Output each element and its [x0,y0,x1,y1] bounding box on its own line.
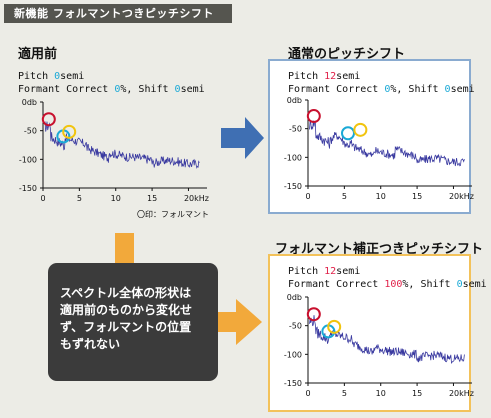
params-before: Pitch 0semi Formant Correct 0%, Shift 0se… [18,70,205,96]
y-tick-label: 0db [22,98,37,107]
y-tick-label: -150 [19,184,37,193]
param-text: Formant Correct [288,279,385,290]
formant-marker-red [306,307,321,322]
x-tick-label: 10 [376,192,386,201]
param-text: Formant Correct [18,84,115,95]
param-text: %, Shift [390,84,445,95]
x-tick-label: 0 [40,194,45,203]
param-text: %, Shift [402,279,457,290]
formant-marker-note: 〇印：フォルマント [137,210,209,219]
param-line: Pitch 0semi [18,70,205,83]
formant-marker-yellow [62,124,77,139]
y-tick-label: 0db [287,96,302,105]
x-tick-label: 10 [111,194,121,203]
panel-title-normal-shift: 通常のピッチシフト [288,47,406,62]
param-value: 0 [384,84,391,95]
formant-marker-red [41,112,56,127]
x-tick-label: 0 [305,389,310,398]
panel-formant-shift: Pitch 12semi Formant Correct 100%, Shift … [268,254,487,412]
y-tick-label: -100 [19,155,37,164]
param-value: 0 [54,71,61,82]
param-value: 100 [384,279,403,290]
y-tick-label: -50 [24,127,37,136]
y-tick-label: -50 [289,322,302,331]
param-line: Formant Correct 0%, Shift 0semi [18,83,205,96]
param-text: semi [180,84,205,95]
spectrum-line [44,121,200,169]
param-value: 0 [456,279,463,290]
panel-title-formant-shift: フォルマント補正つきピッチシフト [275,242,484,257]
feature-title-tag: 新機能 フォルマントつきピッチシフト [4,4,232,23]
y-tick-label: -50 [289,125,302,134]
x-tick-label: 5 [342,192,347,201]
param-line: Formant Correct 100%, Shift 0semi [288,278,487,291]
param-value: 0 [174,84,181,95]
param-value: 0 [114,84,121,95]
param-line: Pitch 12semi [288,265,487,278]
x-tick-label: 0 [305,192,310,201]
param-value: 12 [324,266,337,277]
param-text: semi [462,279,487,290]
param-value: 0 [444,84,451,95]
panel-title-before: 適用前 [18,47,58,62]
param-text: %, Shift [120,84,175,95]
param-text: Pitch [18,71,55,82]
x-tick-label: 15 [412,192,422,201]
param-line: Formant Correct 0%, Shift 0semi [288,83,475,96]
param-text: semi [450,84,475,95]
x-tick-label: 15 [412,389,422,398]
param-text: semi [336,71,361,82]
x-tick-label: 20kHz [449,192,474,201]
panel-normal-shift: Pitch 12semi Formant Correct 0%, Shift 0s… [268,59,475,214]
param-text: Pitch [288,266,325,277]
params-normal-shift: Pitch 12semi Formant Correct 0%, Shift 0s… [288,70,475,96]
formant-marker-yellow [327,319,342,334]
formant-marker-yellow [353,122,368,137]
arrow-right-blue [221,117,264,159]
param-text: semi [60,71,85,82]
formant-marker-red [306,109,321,124]
y-tick-label: -100 [284,153,302,162]
x-tick-label: 20kHz [449,389,474,398]
spectrum-line [309,120,465,167]
formant-marker-cyan [341,126,355,141]
x-tick-label: 15 [147,194,157,203]
param-text: semi [336,266,361,277]
x-tick-label: 10 [376,389,386,398]
explanation-callout: スペクトル全体の形状は 適用前のものから変化せ ず、フォルマントの位置 もずれな… [48,263,218,381]
param-text: Pitch [288,71,325,82]
x-tick-label: 20kHz [184,194,209,203]
param-line: Pitch 12semi [288,70,475,83]
param-text: Formant Correct [288,84,385,95]
y-tick-label: 0db [287,293,302,302]
y-tick-label: -100 [284,350,302,359]
x-tick-label: 5 [77,194,82,203]
param-value: 12 [324,71,337,82]
y-tick-label: -150 [284,379,302,388]
y-tick-label: -150 [284,182,302,191]
x-tick-label: 5 [342,389,347,398]
params-formant-shift: Pitch 12semi Formant Correct 100%, Shift … [288,265,487,291]
